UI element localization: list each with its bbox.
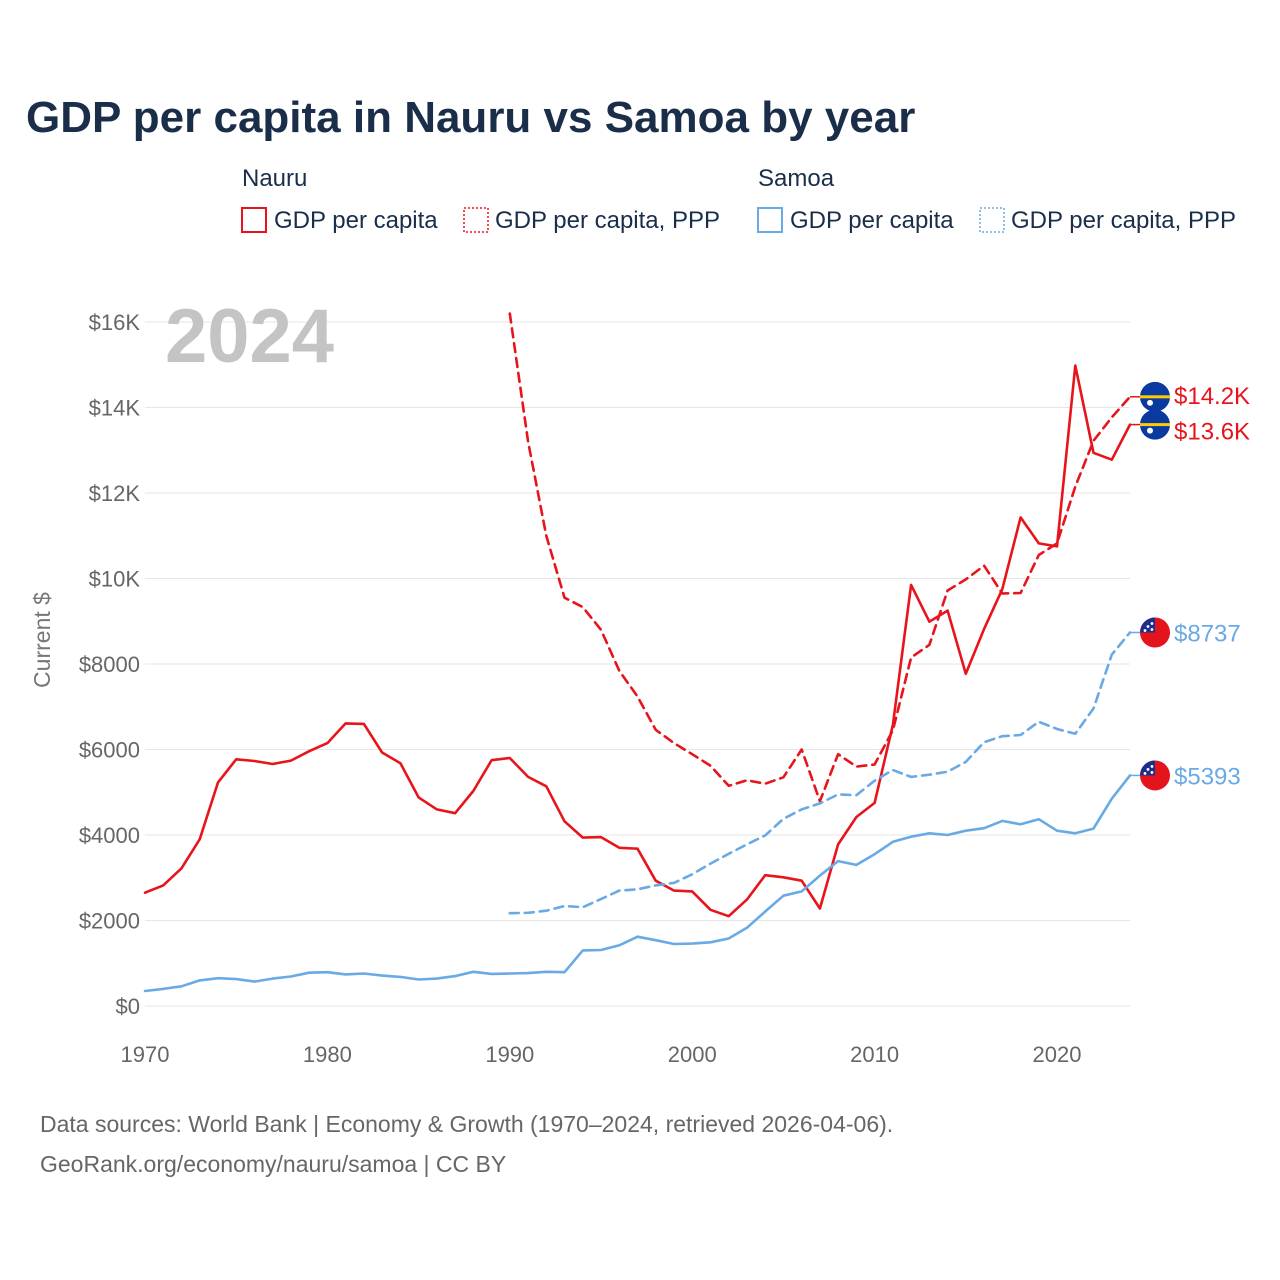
x-axis: 1970 1980 1990 2000 2010 2020 — [121, 1042, 1082, 1067]
y-tick-label: $0 — [116, 994, 140, 1019]
nauru-flag-icon — [1140, 409, 1170, 440]
series-line-nauru-gdp-per-capita-ppp[interactable] — [508, 312, 1132, 803]
legend-group-samoa-title: Samoa — [758, 165, 835, 192]
y-axis-label: Current $ — [29, 592, 55, 688]
y-axis: $0 $2000 $4000 $6000 $8000 $10K $12K $14K $16K — [79, 310, 141, 1019]
source-line-1: Data sources: World Bank | Economy & Gro… — [40, 1111, 893, 1137]
legend-label-samoa-gdp[interactable]: GDP per capita — [790, 207, 954, 234]
x-tick-label: 2000 — [668, 1042, 717, 1067]
series-lines — [143, 312, 1132, 993]
samoa-flag-icon — [1140, 760, 1170, 791]
year-watermark: 2024 — [165, 294, 334, 379]
series-line-samoa-gdp-per-capita[interactable] — [143, 774, 1132, 993]
y-tick-label: $6000 — [79, 738, 140, 763]
legend-label-nauru-ppp[interactable]: GDP per capita, PPP — [495, 207, 720, 234]
samoa-flag-icon — [1140, 617, 1170, 648]
nauru-flag-icon — [1140, 381, 1170, 412]
end-label: $8737 — [1174, 620, 1241, 647]
y-tick-label: $4000 — [79, 823, 140, 848]
end-label: $13.6K — [1174, 419, 1250, 446]
series-line-samoa-gdp-per-capita-ppp[interactable] — [508, 631, 1132, 915]
legend-swatch-samoa-ppp[interactable] — [979, 207, 1005, 233]
end-label: $14.2K — [1174, 383, 1250, 410]
y-tick-label: $14K — [89, 396, 141, 421]
legend-swatch-nauru-ppp[interactable] — [463, 207, 489, 233]
chart-title: GDP per capita in Nauru vs Samoa by year — [26, 93, 915, 142]
x-tick-label: 1970 — [121, 1042, 170, 1067]
y-tick-label: $10K — [89, 567, 141, 592]
x-tick-label: 1990 — [485, 1042, 534, 1067]
end-label: $5393 — [1174, 763, 1241, 790]
legend: Nauru GDP per capita GDP per capita, PPP… — [241, 165, 1236, 234]
legend-group-nauru-title: Nauru — [242, 165, 307, 192]
series-line-nauru-gdp-per-capita[interactable] — [143, 364, 1132, 918]
legend-label-nauru-gdp[interactable]: GDP per capita — [274, 207, 438, 234]
gridlines — [145, 321, 1130, 1007]
y-tick-label: $12K — [89, 481, 141, 506]
end-labels: $13.6K $14.2K $5393 $8737 — [1130, 381, 1250, 791]
y-tick-label: $8000 — [79, 652, 140, 677]
x-tick-label: 2020 — [1033, 1042, 1082, 1067]
legend-label-samoa-ppp[interactable]: GDP per capita, PPP — [1011, 207, 1236, 234]
source-line-2[interactable]: GeoRank.org/economy/nauru/samoa | CC BY — [40, 1151, 506, 1177]
y-tick-label: $2000 — [79, 909, 140, 934]
y-tick-label: $16K — [89, 310, 141, 335]
legend-swatch-nauru-gdp[interactable] — [241, 207, 267, 233]
legend-swatch-samoa-gdp[interactable] — [757, 207, 783, 233]
x-tick-label: 2010 — [850, 1042, 899, 1067]
x-tick-label: 1980 — [303, 1042, 352, 1067]
